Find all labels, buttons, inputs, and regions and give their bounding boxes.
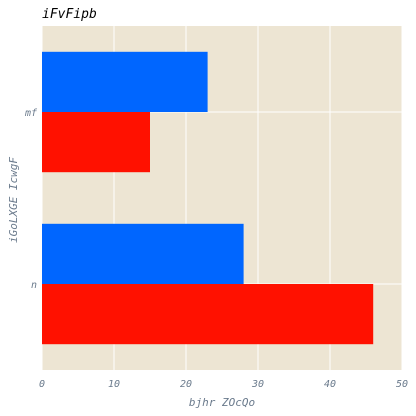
y-category-label: n bbox=[31, 280, 37, 291]
x-axis-label: bjhr ZOcQo bbox=[189, 396, 255, 409]
x-tick-label: 30 bbox=[251, 379, 264, 390]
x-axis-ticks: 0 10 20 30 40 50 bbox=[39, 379, 408, 390]
bar bbox=[42, 112, 150, 173]
y-category-label: mf bbox=[24, 108, 38, 119]
y-axis-label: iGoLXGE IcwgF bbox=[7, 157, 20, 243]
bar bbox=[42, 51, 208, 112]
x-tick-label: 10 bbox=[108, 379, 120, 390]
x-tick-label: 20 bbox=[180, 379, 192, 390]
bar bbox=[42, 223, 244, 284]
x-tick-label: 0 bbox=[39, 379, 45, 390]
x-tick-label: 40 bbox=[324, 379, 336, 390]
bar bbox=[42, 284, 374, 345]
x-tick-label: 50 bbox=[396, 379, 408, 390]
y-axis-ticks: n mf bbox=[24, 108, 38, 291]
bars bbox=[42, 51, 374, 345]
chart-title: iFvFipb bbox=[42, 7, 97, 22]
